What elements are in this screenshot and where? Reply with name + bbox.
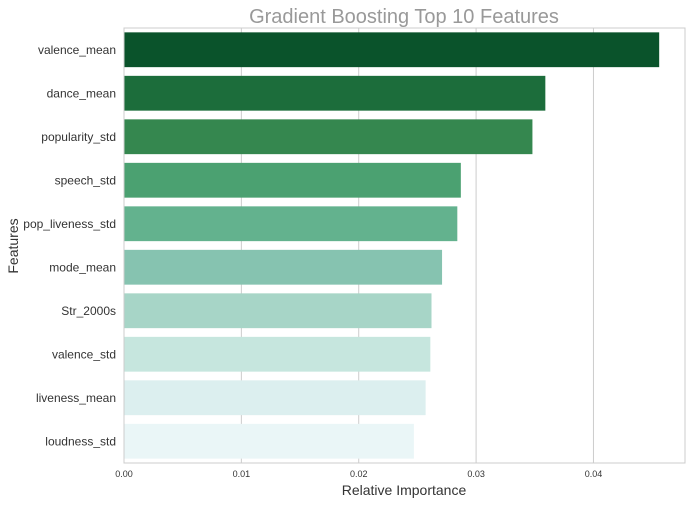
y-tick-label: dance_mean [47, 86, 116, 100]
bar-str-2000s [124, 293, 432, 329]
plot-area: 0.00 0.01 0.02 0.03 0.04 valence_mean dance_me… [23, 27, 686, 479]
bar-dance-mean [124, 75, 546, 111]
y-tick-label: valence_mean [38, 43, 116, 57]
bar-loudness-std [124, 423, 414, 459]
y-tick-label: mode_mean [49, 260, 116, 274]
bar-mode-mean [124, 249, 443, 285]
x-tick-label: 0.03 [467, 469, 485, 479]
y-tick-label: popularity_std [41, 130, 116, 144]
plot-frame [123, 27, 686, 464]
bar-popularity-std [124, 119, 533, 155]
chart-title: Gradient Boosting Top 10 Features [249, 6, 559, 28]
y-tick-label: liveness_mean [36, 391, 116, 405]
x-tick-label: 0.01 [233, 469, 251, 479]
bar-valence-mean [124, 32, 660, 68]
bar-speech-std [124, 162, 461, 198]
bar-valence-std [124, 336, 431, 372]
bar-pop-liveness-std [124, 206, 458, 242]
y-tick-label: valence_std [52, 347, 116, 361]
x-tick-label: 0.04 [585, 469, 603, 479]
y-tick-label: pop_liveness_std [23, 217, 116, 231]
y-tick-label: Str_2000s [61, 304, 116, 318]
bar-liveness-mean [124, 380, 426, 416]
x-tick-label: 0.02 [350, 469, 368, 479]
y-tick-label: loudness_std [45, 434, 116, 448]
x-tick-label: 0.00 [115, 469, 133, 479]
y-axis-label: Features [5, 218, 21, 273]
x-axis-label: Relative Importance [342, 482, 467, 498]
y-tick-label: speech_std [55, 173, 116, 187]
